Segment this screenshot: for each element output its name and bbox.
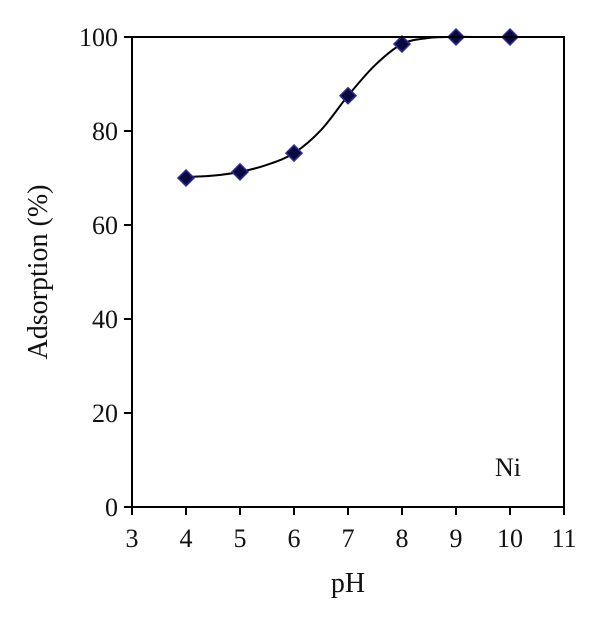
x-axis-title: pH: [331, 568, 365, 599]
y-axis-title: Adsorption (%): [23, 185, 54, 360]
y-tick-label: 100: [79, 23, 118, 52]
ni-annotation: Ni: [495, 453, 521, 482]
x-axis-ticks: 3 4 5 6 7 8 9 10 11: [126, 507, 577, 553]
x-tick-label: 3: [126, 524, 139, 553]
x-tick-label: 4: [180, 524, 193, 553]
y-tick-label: 60: [92, 211, 118, 240]
y-tick-label: 20: [92, 399, 118, 428]
data-point: [284, 144, 304, 163]
data-point: [392, 34, 412, 54]
data-point: [176, 168, 196, 188]
y-axis-ticks: 0 20 40 60 80 100: [79, 23, 132, 522]
x-tick-label: 9: [450, 524, 463, 553]
plot-frame: [131, 36, 565, 508]
series-fit-curve: [185, 35, 510, 179]
x-tick-label: 7: [342, 524, 355, 553]
y-tick-label: 80: [92, 117, 118, 146]
x-tick-label: 5: [234, 524, 247, 553]
data-point: [230, 162, 250, 181]
x-tick-label: 8: [396, 524, 409, 553]
x-tick-label: 6: [288, 524, 301, 553]
data-point: [338, 86, 358, 105]
y-tick-label: 40: [92, 305, 118, 334]
y-tick-label: 0: [105, 493, 118, 522]
data-markers: [176, 27, 520, 188]
x-tick-label: 10: [497, 524, 523, 553]
x-tick-label: 11: [551, 524, 576, 553]
